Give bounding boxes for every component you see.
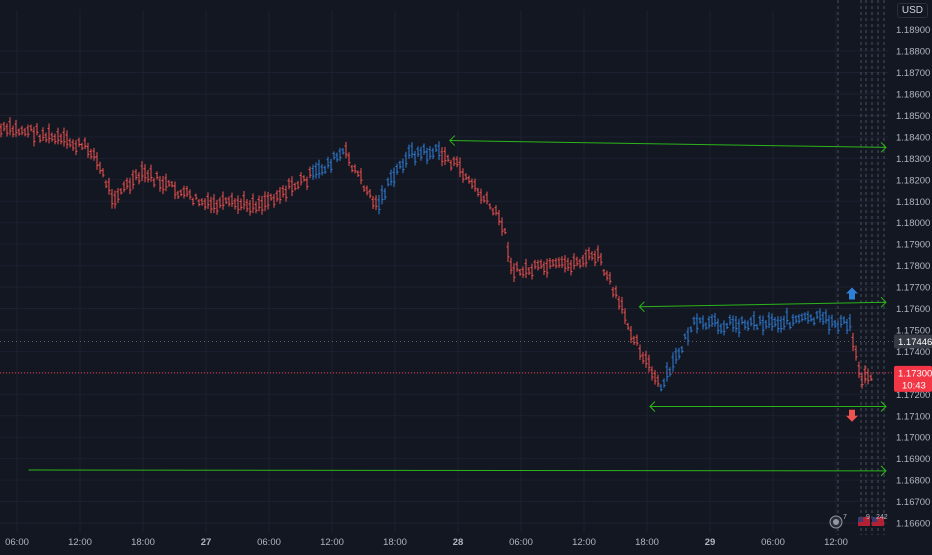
flag-us-icon[interactable] [872, 517, 884, 526]
price-tick-label: 1.17900 [896, 240, 930, 251]
price-tick-label: 1.17200 [896, 390, 930, 401]
trendline-arrow-right [880, 296, 887, 308]
trendline-arrow-right [880, 401, 887, 412]
time-tick-label: 06:00 [761, 537, 785, 548]
time-tick-label: 06:00 [5, 537, 29, 548]
flag-us-canton [858, 517, 863, 522]
trendline-channel-top[interactable] [639, 301, 887, 308]
price-tick-label: 1.16700 [896, 497, 930, 508]
trendline-arrow-right [880, 142, 887, 153]
price-axis-bg [894, 0, 932, 550]
current-price-badge [894, 365, 932, 392]
alerts-count: 7 [843, 514, 847, 521]
time-tick-label: 18:00 [635, 537, 659, 548]
price-tick-label: 1.18600 [896, 90, 930, 101]
flag-us-canton [872, 517, 877, 522]
price-tick-label: 1.17600 [896, 304, 930, 315]
time-tick-label: 18:00 [131, 537, 155, 548]
trendline-arrow-left [649, 401, 656, 412]
trendline-arrow-left [638, 301, 645, 313]
price-tick-label: 1.18100 [896, 197, 930, 208]
price-tick-label: 1.18400 [896, 132, 930, 143]
current-price-value: 1.17300 [898, 368, 932, 379]
time-tick-label: 12:00 [320, 537, 344, 548]
alerts-icon-dot [833, 519, 839, 525]
time-tick-label: 06:00 [257, 537, 281, 548]
price-tick-label: 1.16800 [896, 476, 930, 487]
arrow-down-icon[interactable] [846, 409, 858, 422]
flag-us-icon[interactable] [858, 517, 870, 526]
price-tick-label: 1.17100 [896, 411, 930, 422]
time-tick-label: 06:00 [509, 537, 533, 548]
time-tick-label: 29 [705, 537, 716, 548]
price-tick-label: 1.17400 [896, 347, 930, 358]
price-tick-label: 1.17000 [896, 433, 930, 444]
crosshair-price-badge [894, 334, 932, 349]
trendline-arrow-right [880, 465, 887, 477]
price-tick-label: 1.16600 [896, 519, 930, 530]
bar-countdown: 10:43 [902, 380, 926, 391]
currency-label: USD [901, 5, 923, 16]
price-tick-label: 1.18300 [896, 154, 930, 165]
time-tick-label: 27 [201, 537, 212, 548]
crosshair-price-value: 1.17446 [898, 337, 932, 348]
price-tick-label: 1.17500 [896, 325, 930, 336]
price-tick-label: 1.18900 [896, 25, 930, 36]
time-tick-label: 12:00 [68, 537, 92, 548]
trendline-lower-support[interactable] [28, 469, 887, 472]
currency-selector[interactable]: USD [896, 3, 928, 18]
price-tick-label: 1.18700 [896, 68, 930, 79]
time-tick-label: 12:00 [572, 537, 596, 548]
price-tick-label: 1.17800 [896, 261, 930, 272]
time-tick-label: 18:00 [383, 537, 407, 548]
price-tick-label: 1.18500 [896, 111, 930, 122]
events-count-a: 9 [866, 514, 870, 521]
price-tick-label: 1.18800 [896, 47, 930, 58]
trendline-arrow-left [449, 135, 456, 146]
arrow-up-icon[interactable] [846, 287, 858, 300]
time-tick-label: 12:00 [824, 537, 848, 548]
price-tick-label: 1.18200 [896, 175, 930, 186]
price-tick-label: 1.16900 [896, 454, 930, 465]
events-count-b: 242 [876, 514, 888, 521]
trendline-upper-resistance[interactable] [449, 140, 887, 148]
time-tick-label: 28 [453, 537, 464, 548]
price-tick-label: 1.17700 [896, 283, 930, 294]
price-tick-label: 1.18000 [896, 218, 930, 229]
